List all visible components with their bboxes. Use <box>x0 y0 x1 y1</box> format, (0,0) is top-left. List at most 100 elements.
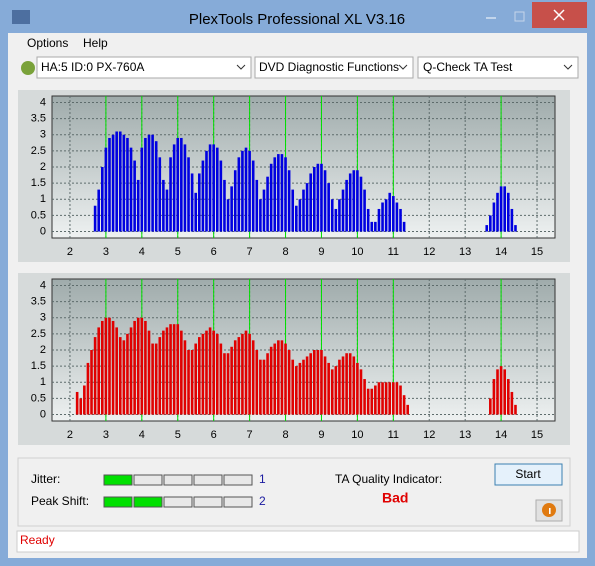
maximize-button[interactable] <box>514 11 525 22</box>
bar <box>284 157 287 232</box>
bar <box>115 327 118 415</box>
bar <box>345 179 348 232</box>
bar <box>284 343 287 415</box>
bar <box>237 157 241 232</box>
bar <box>86 362 90 415</box>
x-tick-label: 14 <box>495 246 507 258</box>
bar <box>165 189 169 232</box>
x-tick-label: 9 <box>318 246 324 258</box>
bar <box>233 340 237 415</box>
bar <box>356 170 359 232</box>
bar <box>101 167 104 232</box>
menu-item[interactable]: Options <box>27 36 68 50</box>
bar <box>176 324 180 415</box>
bar <box>136 317 140 415</box>
bar <box>341 356 345 415</box>
bar <box>291 359 295 415</box>
y-tick-label: 3 <box>40 129 46 141</box>
menu-item[interactable]: Help <box>83 36 108 50</box>
x-tick-label: 5 <box>175 429 181 441</box>
bar <box>510 208 514 232</box>
y-tick-label: 3.5 <box>31 295 46 307</box>
bar <box>259 199 262 232</box>
bar <box>277 340 280 415</box>
bar <box>345 353 348 415</box>
bar <box>402 221 406 232</box>
x-tick-label: 14 <box>495 429 507 441</box>
bar <box>334 366 338 415</box>
y-tick-label: 0 <box>40 225 46 237</box>
x-tick-label: 2 <box>67 429 73 441</box>
start-button[interactable] <box>494 463 563 486</box>
y-tick-label: 4 <box>40 279 46 291</box>
window-controls[interactable] <box>477 2 587 28</box>
bar <box>503 186 506 232</box>
bar <box>180 330 183 415</box>
x-tick-label: 11 <box>388 429 399 441</box>
bar <box>384 199 388 232</box>
test-select[interactable] <box>417 56 579 79</box>
bar <box>162 179 165 232</box>
bar <box>226 199 230 232</box>
bar <box>514 225 517 232</box>
bar <box>208 327 212 415</box>
bar <box>122 134 126 232</box>
bar <box>154 141 158 232</box>
x-tick-label: 2 <box>67 246 73 258</box>
bar <box>129 327 133 415</box>
bar <box>104 317 108 415</box>
bar <box>118 337 122 415</box>
bar <box>162 330 165 415</box>
y-tick-label: 1.5 <box>31 177 46 189</box>
function-select[interactable] <box>254 56 414 79</box>
charts: 00.511.522.533.542 3 4 5 6 7 8 9 10 11 12 13 14 1500.… <box>18 90 570 445</box>
bar <box>320 350 323 415</box>
bar <box>485 225 489 232</box>
drive-select[interactable] <box>36 56 252 79</box>
x-tick-label: 9 <box>318 429 324 441</box>
bar <box>392 196 395 232</box>
function-select-text: DVD Diagnostic Functions <box>259 60 399 74</box>
bar <box>291 189 295 232</box>
bar <box>489 398 492 415</box>
bar <box>327 362 330 415</box>
bar <box>165 327 169 415</box>
bar <box>388 192 392 232</box>
y-tick-label: 2.5 <box>31 328 46 340</box>
bar <box>377 208 381 232</box>
jitter-label: Jitter: <box>31 472 60 486</box>
x-tick-label: 5 <box>175 246 181 258</box>
bar <box>363 379 366 415</box>
rating-box <box>103 474 133 486</box>
bar <box>489 215 492 232</box>
bar <box>219 160 223 232</box>
bar <box>237 337 241 415</box>
bar <box>506 379 510 415</box>
x-tick-label: 10 <box>351 429 363 441</box>
close-icon <box>553 9 565 21</box>
bar <box>496 192 499 232</box>
x-tick-label: 12 <box>423 246 435 258</box>
bar <box>338 199 341 232</box>
bar <box>359 176 363 232</box>
bar <box>298 199 302 232</box>
bar <box>208 144 212 232</box>
bar <box>169 324 172 415</box>
bar <box>151 343 154 415</box>
bar <box>248 333 251 415</box>
bar <box>330 199 334 232</box>
bar <box>223 179 226 232</box>
bar <box>399 385 402 415</box>
bar <box>129 147 133 232</box>
peak-shift-label: Peak Shift: <box>31 494 89 508</box>
bar <box>366 208 370 232</box>
y-tick-label: 4 <box>40 96 46 108</box>
bar <box>147 330 151 415</box>
bar <box>406 404 409 415</box>
bar <box>348 353 352 415</box>
bar <box>169 157 172 232</box>
bar <box>384 382 388 415</box>
y-tick-label: 0.5 <box>31 209 46 221</box>
bar <box>140 317 144 415</box>
